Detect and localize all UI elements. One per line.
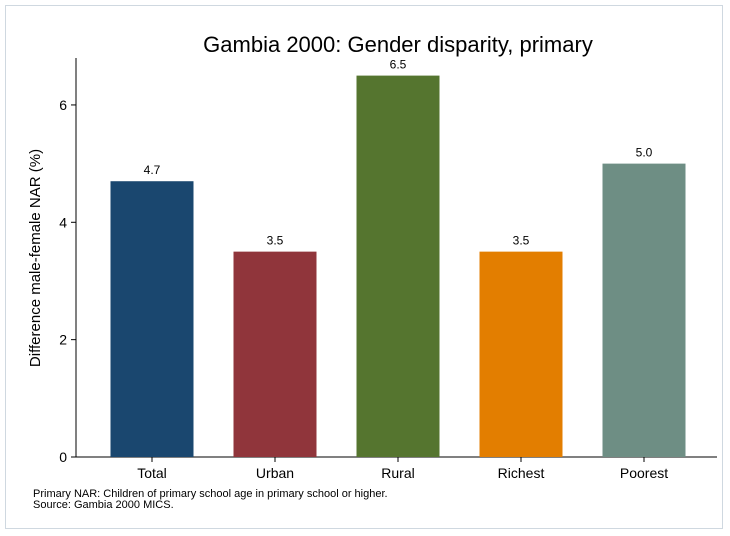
bar-value-label: 3.5 — [513, 234, 530, 248]
bar-poorest — [602, 163, 686, 457]
x-tick-label: Poorest — [620, 465, 668, 481]
bar-urban — [233, 251, 317, 457]
y-tick-label: 2 — [59, 332, 67, 348]
y-tick-label: 6 — [59, 97, 67, 113]
y-tick-label: 4 — [59, 214, 67, 230]
chart-title: Gambia 2000: Gender disparity, primary — [203, 32, 593, 57]
y-tick-label: 0 — [59, 449, 67, 465]
footnote-definition: Primary NAR: Children of primary school … — [33, 488, 388, 500]
x-tick-label: Urban — [256, 465, 294, 481]
bars-group — [110, 75, 686, 458]
bar-richest — [479, 251, 563, 457]
bar-value-label: 5.0 — [636, 146, 653, 160]
x-tick-label: Rural — [381, 465, 414, 481]
bar-value-label: 4.7 — [144, 163, 161, 177]
bar-rural — [356, 75, 440, 458]
bar-value-label: 6.5 — [390, 58, 407, 72]
bar-total — [110, 181, 194, 457]
x-tick-label: Total — [137, 465, 167, 481]
labels-group: 4.7 3.5 6.5 3.5 5.0 — [144, 58, 653, 248]
y-axis-label: Difference male-female NAR (%) — [27, 149, 44, 367]
bar-value-label: 3.5 — [267, 234, 284, 248]
footnote-source: Source: Gambia 2000 MICS. — [33, 499, 174, 511]
x-tick-label: Richest — [498, 465, 545, 481]
